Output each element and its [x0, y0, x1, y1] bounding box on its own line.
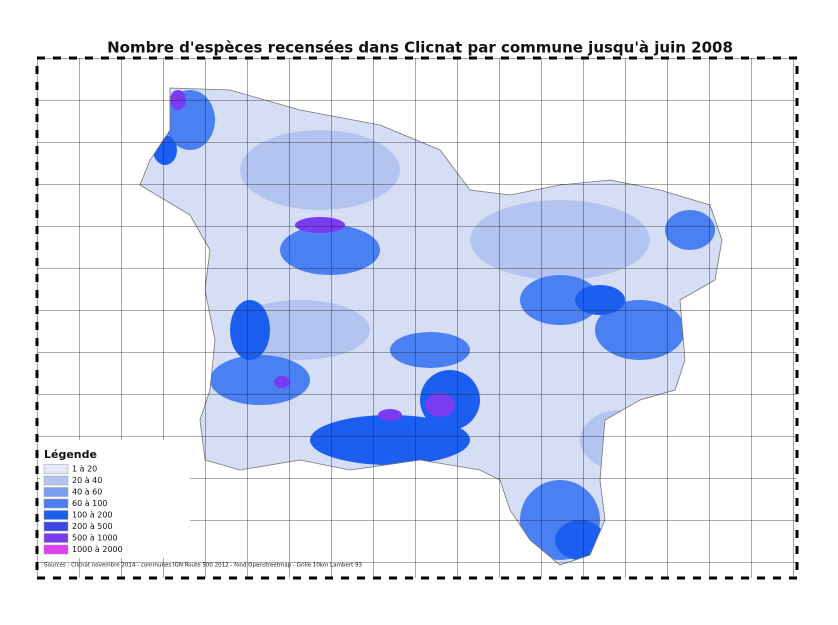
legend-swatch: [43, 487, 69, 497]
legend-label: 500 à 1000: [72, 534, 118, 543]
legend-swatch: [43, 498, 69, 509]
legend-label: 60 à 100: [72, 499, 107, 508]
legend-label: 100 à 200: [72, 511, 113, 520]
source: Sources : Clicnat novembre 2014 - commun…: [44, 563, 362, 569]
legend: 1 à 20 20 à 40 40 à 60 60 à 100 100 à 200 200…: [43, 464, 123, 555]
legend-title: Légende: [44, 448, 97, 461]
legend-swatch: [43, 521, 69, 532]
legend-swatch: [43, 475, 69, 486]
legend-label: 200 à 500: [72, 522, 113, 531]
legend-label: 20 à 40: [72, 476, 102, 485]
legend-swatch: [43, 544, 69, 555]
legend-swatch: [43, 464, 69, 474]
legend-label: 1 à 20: [72, 465, 97, 474]
legend-label: 40 à 60: [72, 488, 102, 497]
map-title: Nombre d'espèces recensées dans Clicnat …: [107, 39, 733, 57]
legend-label: 1000 à 2000: [72, 545, 123, 554]
legend-swatch: [43, 533, 69, 543]
legend-swatch: [43, 510, 69, 520]
